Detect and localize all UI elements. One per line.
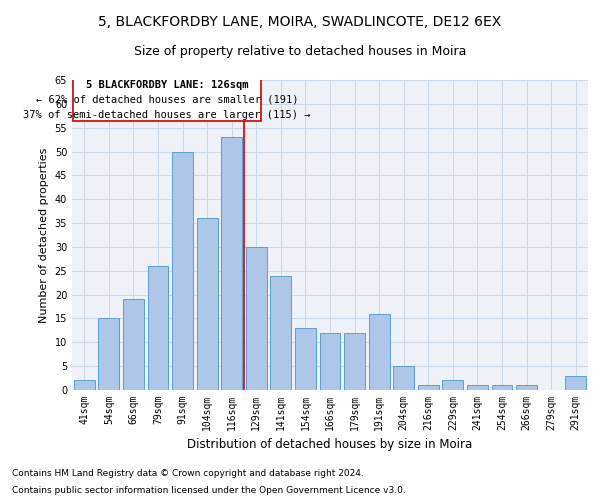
Bar [516,385,537,390]
Bar [491,385,512,390]
Bar [197,218,218,390]
Text: Contains public sector information licensed under the Open Government Licence v3: Contains public sector information licen… [12,486,406,495]
Text: 5, BLACKFORDBY LANE, MOIRA, SWADLINCOTE, DE12 6EX: 5, BLACKFORDBY LANE, MOIRA, SWADLINCOTE,… [98,15,502,29]
Bar [295,328,316,390]
Bar [246,247,267,390]
Text: 37% of semi-detached houses are larger (115) →: 37% of semi-detached houses are larger (… [23,110,311,120]
X-axis label: Distribution of detached houses by size in Moira: Distribution of detached houses by size … [187,438,473,452]
Bar [467,385,488,390]
Bar [98,318,119,390]
Text: 5 BLACKFORDBY LANE: 126sqm: 5 BLACKFORDBY LANE: 126sqm [86,80,248,90]
Bar [74,380,95,390]
Bar [148,266,169,390]
Text: Contains HM Land Registry data © Crown copyright and database right 2024.: Contains HM Land Registry data © Crown c… [12,468,364,477]
Y-axis label: Number of detached properties: Number of detached properties [39,148,49,322]
Text: ← 62% of detached houses are smaller (191): ← 62% of detached houses are smaller (19… [36,94,298,104]
Bar [271,276,292,390]
Bar [565,376,586,390]
Bar [368,314,389,390]
Bar [320,333,340,390]
FancyBboxPatch shape [73,78,261,120]
Bar [123,300,144,390]
Bar [344,333,365,390]
Bar [418,385,439,390]
Bar [393,366,414,390]
Bar [172,152,193,390]
Text: Size of property relative to detached houses in Moira: Size of property relative to detached ho… [134,45,466,58]
Bar [442,380,463,390]
Bar [221,137,242,390]
